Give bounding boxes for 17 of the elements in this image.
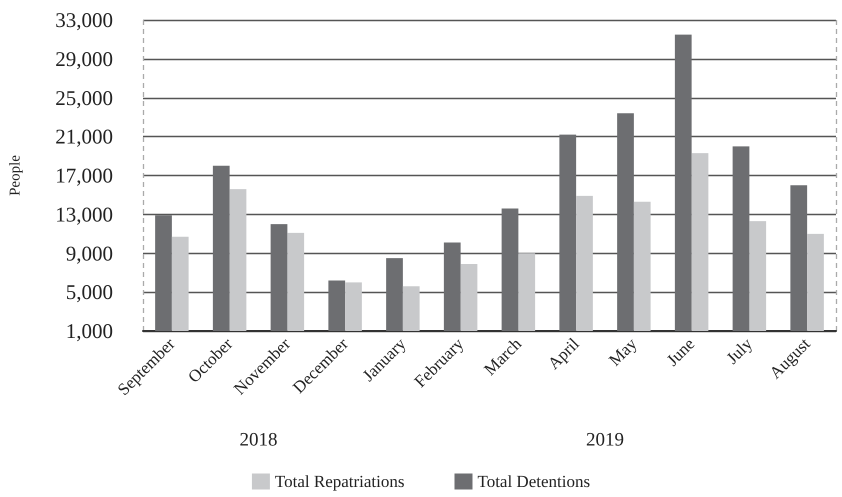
y-tick-label: 1,000 — [66, 319, 113, 343]
text: 2019 — [586, 430, 624, 450]
y-tick-label: 33,000 — [55, 8, 113, 32]
y-tick-label: 21,000 — [55, 124, 113, 149]
legend-label: Total Repatriations — [274, 472, 405, 491]
legend-label: Total Detentions — [477, 472, 590, 491]
y-axis-title: People — [8, 154, 24, 196]
y-tick-label: 5,000 — [66, 280, 113, 304]
y-tick-label: 29,000 — [55, 46, 113, 71]
x-tick-label: June — [662, 334, 698, 370]
x-tick-label: May — [605, 334, 641, 370]
y-tick-label: 17,000 — [55, 164, 113, 188]
text: 2018 — [240, 430, 278, 450]
y-tick-label: 13,000 — [55, 202, 113, 226]
x-tick-label: July — [722, 334, 756, 368]
y-tick-label: 25,000 — [55, 86, 113, 110]
y-tick-label: 9,000 — [66, 241, 113, 266]
